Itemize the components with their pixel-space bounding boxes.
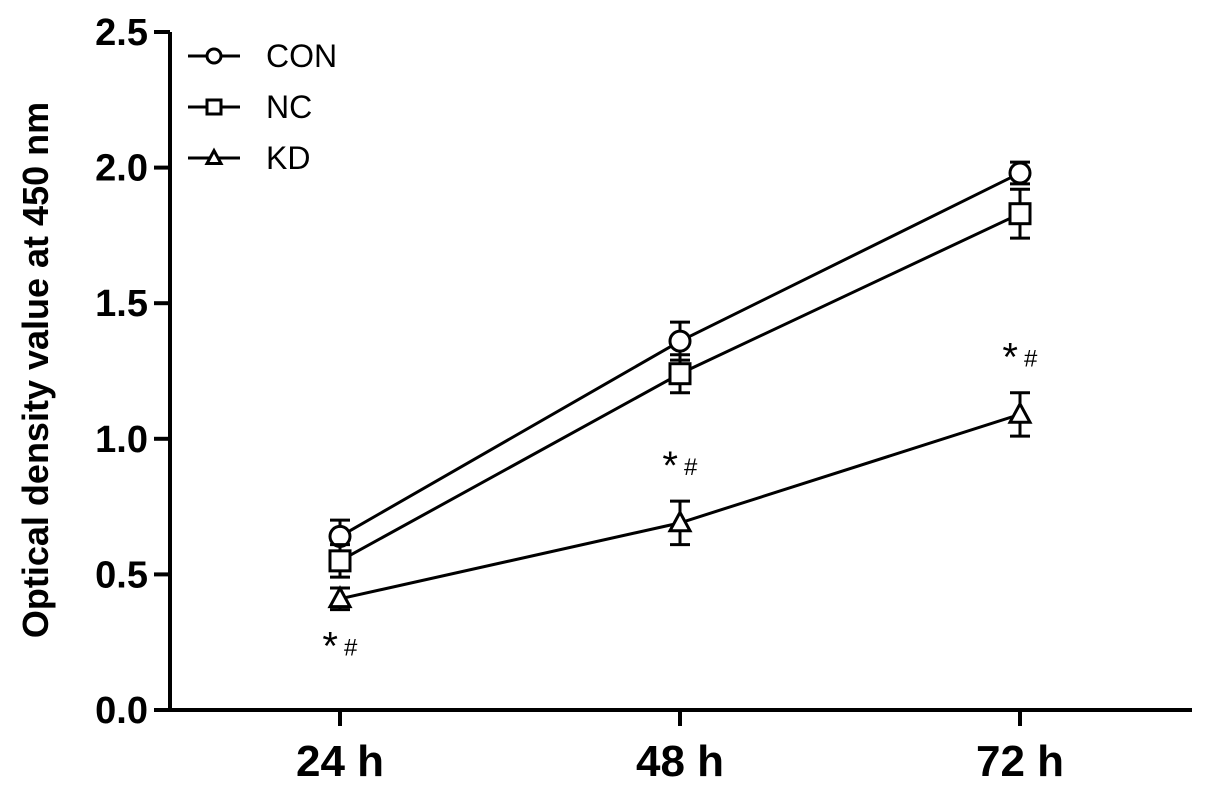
data-point-nc: [668, 362, 692, 386]
x-tick-label: 48 h: [636, 737, 724, 786]
legend-item-kd: KD: [188, 140, 310, 176]
axes: 0.0 0.5 1.0 1.5 2.0 2.5 24 h 48 h 72 h: [95, 12, 1192, 786]
legend-marker-circle: [205, 47, 223, 65]
x-tick-label: 72 h: [976, 737, 1064, 786]
legend-item-nc: NC: [188, 89, 312, 125]
series-layer: [327, 160, 1033, 612]
data-point-kd: [667, 509, 693, 533]
data-point-con: [668, 329, 692, 353]
y-tick-label: 0.0: [95, 690, 148, 732]
legend-label: KD: [266, 140, 310, 176]
data-point-kd: [1007, 400, 1033, 424]
significance-star: *: [322, 625, 338, 669]
data-point-nc: [328, 549, 352, 573]
data-point-con: [1008, 161, 1032, 185]
legend-label: NC: [266, 89, 312, 125]
significance-hash: #: [684, 454, 698, 481]
data-point-nc: [1008, 202, 1032, 226]
significance-star: *: [1002, 336, 1018, 380]
y-tick-label: 2.0: [95, 148, 148, 190]
significance-hash: #: [344, 635, 358, 662]
significance-star: *: [662, 444, 678, 488]
y-tick-label: 2.5: [95, 12, 148, 54]
legend-label: CON: [266, 38, 337, 74]
series-nc: [328, 187, 1032, 579]
significance-hash: #: [1024, 346, 1038, 373]
legend-marker-square: [205, 98, 223, 116]
y-tick-label: 1.0: [95, 419, 148, 461]
y-tick-label: 1.5: [95, 283, 148, 325]
legend: CON NC KD: [188, 38, 337, 176]
annotation-layer: * #* #* #: [322, 336, 1038, 669]
y-axis-label: Optical density value at 450 nm: [15, 102, 56, 638]
y-tick-label: 0.5: [95, 554, 148, 596]
legend-marker-triangle: [204, 147, 224, 166]
legend-item-con: CON: [188, 38, 337, 74]
series-con: [328, 160, 1032, 555]
data-point-kd: [327, 585, 353, 609]
series-kd: [327, 391, 1033, 612]
x-tick-label: 24 h: [296, 737, 384, 786]
